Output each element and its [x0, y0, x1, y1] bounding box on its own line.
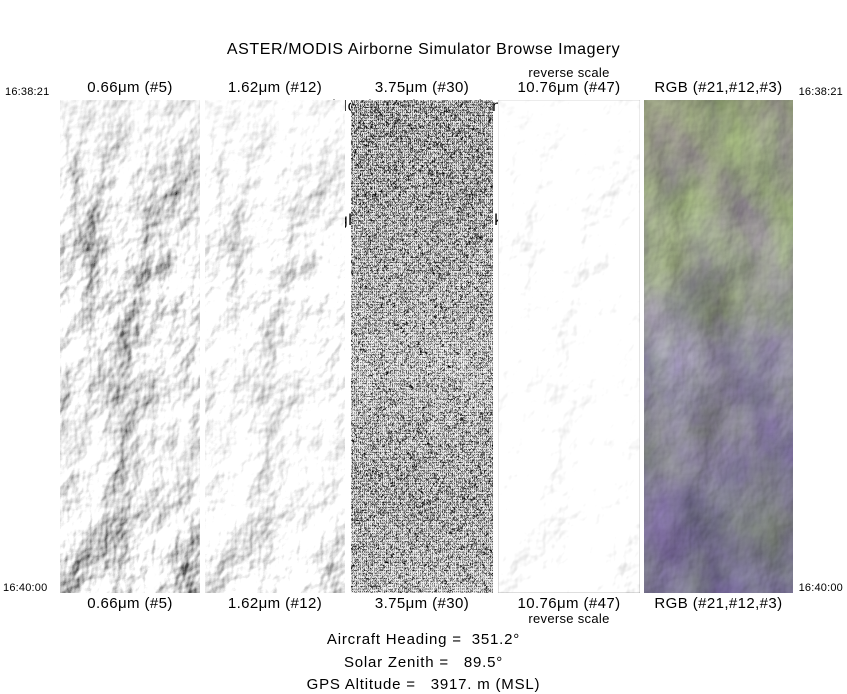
band-1-label-top: 1.62μm (#12) [227, 79, 323, 96]
band-0-image [60, 100, 200, 593]
band-2-label-top: 3.75μm (#30) [374, 79, 470, 96]
aircraft-heading-line: Aircraft Heading = 351.2° [326, 631, 521, 648]
time-start-left: 16:38:21 [5, 86, 50, 98]
time-end-right: 16:40:00 [798, 582, 843, 594]
band-1-image [205, 100, 345, 593]
band-2-strip [351, 100, 493, 593]
time-start-right: 16:38:21 [798, 86, 843, 98]
reverse-scale-note-top: reverse scale [528, 65, 610, 80]
band-3-label-bottom: 10.76μm (#47) [517, 595, 621, 612]
band-3-label-top: 10.76μm (#47) [517, 79, 621, 96]
band-2-image [351, 100, 493, 593]
solar-zenith-line: Solar Zenith = 89.5° [343, 653, 504, 671]
time-end-left: 16:40:00 [3, 582, 48, 594]
band-0-label-bottom: 0.66μm (#5) [87, 595, 173, 612]
band-3-image [498, 100, 640, 593]
band-4-label-bottom: RGB (#21,#12,#3) [654, 595, 783, 612]
band-4-label-top: RGB (#21,#12,#3) [654, 79, 783, 96]
band-3-strip [498, 100, 640, 593]
page-title: ASTER/MODIS Airborne Simulator Browse Im… [226, 41, 621, 58]
band-4-image [644, 100, 793, 593]
band-0-label-top: 0.66μm (#5) [87, 79, 173, 96]
band-2-label-bottom: 3.75μm (#30) [374, 595, 470, 612]
telemetry-block: Aircraft Heading = 351.2° Solar Zenith =… [0, 629, 847, 694]
band-1-strip [205, 100, 345, 593]
gps-altitude-line: GPS Altitude = 3917. m (MSL) [306, 676, 541, 693]
reverse-scale-note-bottom: reverse scale [528, 611, 610, 626]
band-4-strip [644, 100, 793, 593]
band-0-strip [60, 100, 200, 593]
band-1-label-bottom: 1.62μm (#12) [227, 595, 323, 612]
